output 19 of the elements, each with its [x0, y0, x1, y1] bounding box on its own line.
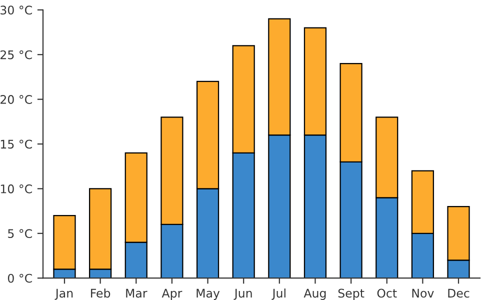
x-tick-label: May: [196, 288, 220, 300]
y-tick-label: 10 °C: [0, 184, 32, 194]
x-tick-label: Aug: [304, 288, 326, 300]
x-tick-label: Jun: [234, 288, 252, 300]
y-tick-label: 15 °C: [0, 140, 32, 149]
x-tick-label: Dec: [448, 288, 470, 298]
y-tick-label: 25 °C: [0, 50, 32, 60]
y-tick-label: 30 °C: [0, 6, 32, 15]
x-tick-label: Mar: [126, 288, 148, 298]
x-tick-label: Oct: [377, 288, 397, 298]
x-tick-label: Feb: [91, 288, 110, 298]
x-tick-label: Jul: [272, 288, 286, 300]
y-tick-label: 5 °C: [8, 229, 32, 238]
x-tick-label: Jan: [54, 288, 73, 300]
x-tick-label: Sept: [338, 288, 364, 300]
x-tick-label: Nov: [412, 288, 434, 298]
x-tick-label: Apr: [162, 288, 182, 300]
y-tick-label: 0 °C: [8, 274, 32, 283]
y-tick-label: 20 °C: [0, 95, 32, 104]
